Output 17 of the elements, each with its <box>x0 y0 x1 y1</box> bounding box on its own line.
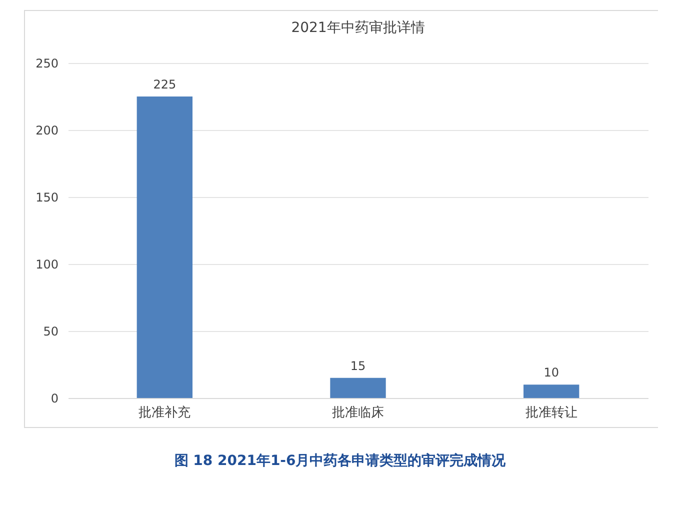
y-tick-label: 50 <box>43 324 58 338</box>
bar <box>330 378 386 398</box>
data-label: 225 <box>153 78 176 92</box>
chart-title: 2021年中药审批详情 <box>291 20 425 36</box>
bar <box>523 384 580 398</box>
data-label: 15 <box>350 358 366 373</box>
caption: 图 18 2021年1-6月中药各申请类型的审评完成情况 <box>173 452 507 470</box>
y-tick-label: 200 <box>36 124 58 138</box>
bar <box>136 96 193 398</box>
x-tick-label: 批准临床 <box>332 406 384 420</box>
x-tick-label: 批准补充 <box>138 406 191 420</box>
y-tick-label: 100 <box>36 258 58 272</box>
data-label: 10 <box>544 366 559 380</box>
x-tick-label: 批准转让 <box>525 406 578 420</box>
y-tick-label: 0 <box>50 392 58 406</box>
y-tick-label: 250 <box>36 56 58 70</box>
y-tick-label: 150 <box>36 190 58 204</box>
